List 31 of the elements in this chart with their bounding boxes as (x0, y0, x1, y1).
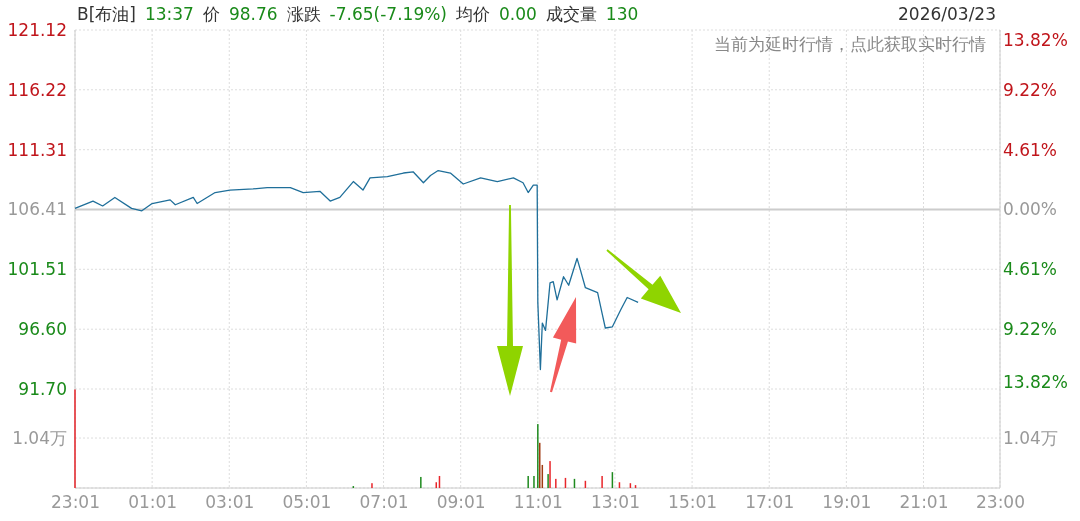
annotation: 当前为延时行情，点此获取实时行情 (714, 34, 986, 54)
y2-tick-label: 13.82% (1003, 371, 1068, 392)
x-tick-label: 13:01 (590, 492, 640, 513)
x-tick-label: 05:01 (282, 492, 332, 513)
x-tick-label: 07:01 (359, 492, 409, 513)
x-tick-label: 21:01 (899, 492, 949, 513)
chart-title: B[布油] 13:37 价 98.76 涨跌 -7.65(-7.19%) 均价 0.00 成交量 130 (77, 4, 639, 24)
y-tick-label: 111.31 (7, 139, 67, 160)
x-tick-label: 03:01 (205, 492, 255, 513)
y-tick-label: 101.51 (7, 259, 67, 280)
y-tick-label: 106.41 (7, 199, 67, 220)
x-tick-label: 23:01 (51, 492, 100, 513)
y2-tick-label: 4.61% (1003, 259, 1058, 280)
y2-tick-label: 4.61% (1003, 139, 1058, 160)
chart-subtitle: 2026/03/23 (898, 4, 996, 24)
y2-tick-label: 9.22% (1003, 79, 1058, 100)
x-tick-label: 19:01 (822, 492, 872, 513)
y-tick-label: 91.70 (18, 378, 67, 399)
x-tick-label: 15:01 (668, 492, 718, 513)
y-tick-label: 121.12 (7, 19, 67, 40)
y-tick-label: 116.22 (7, 79, 67, 100)
y2-tick-label: 9.22% (1003, 319, 1058, 340)
x-tick-label: 01:01 (128, 492, 178, 513)
line-series (74, 169, 639, 371)
x-tick-label: 23:00 (976, 492, 1025, 513)
y-tick-label: 96.60 (18, 319, 67, 340)
x-tick-label: 09:01 (436, 492, 486, 513)
x-tick-label: 17:01 (745, 492, 795, 513)
x-tick-label: 11:01 (513, 492, 563, 513)
y2-tick-label: 13.82% (1003, 29, 1068, 50)
y2-tick-label: 0.00% (1003, 199, 1058, 220)
